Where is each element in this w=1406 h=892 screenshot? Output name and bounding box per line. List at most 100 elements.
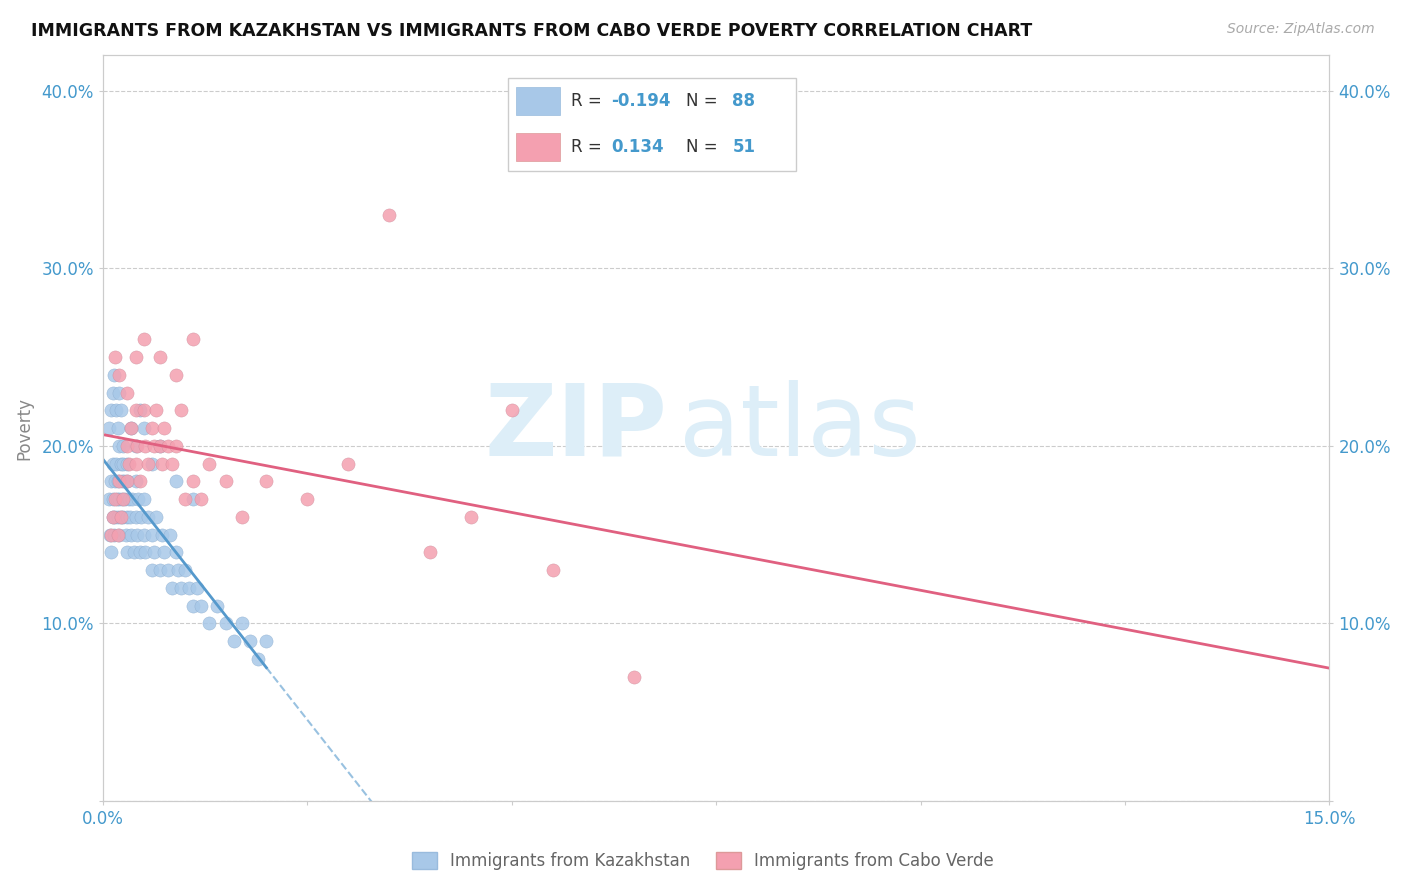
Point xyxy=(162,581,184,595)
Point xyxy=(100,403,122,417)
Point xyxy=(127,527,149,541)
Point xyxy=(254,475,277,489)
Point xyxy=(132,421,155,435)
Point xyxy=(166,545,188,559)
Point xyxy=(108,491,131,506)
Point xyxy=(104,457,127,471)
Point xyxy=(141,563,163,577)
Point xyxy=(129,509,152,524)
Point xyxy=(157,439,180,453)
Point xyxy=(98,527,121,541)
Point xyxy=(121,491,143,506)
Point xyxy=(110,457,132,471)
Point xyxy=(103,527,125,541)
Point xyxy=(114,491,136,506)
Point xyxy=(181,332,204,346)
Point xyxy=(157,563,180,577)
Point xyxy=(207,599,229,613)
Point xyxy=(149,350,172,364)
Point xyxy=(117,509,139,524)
Point xyxy=(134,545,156,559)
Point xyxy=(460,509,482,524)
Point xyxy=(110,509,132,524)
Point xyxy=(101,509,124,524)
Point xyxy=(136,457,159,471)
Point xyxy=(297,491,319,506)
Point xyxy=(107,475,129,489)
Point xyxy=(181,475,204,489)
Point xyxy=(121,421,143,435)
Point xyxy=(169,403,191,417)
Point xyxy=(111,491,134,506)
Point xyxy=(117,545,139,559)
Point xyxy=(132,527,155,541)
Point xyxy=(149,439,172,453)
Point xyxy=(132,403,155,417)
Point xyxy=(153,421,176,435)
Point xyxy=(162,457,184,471)
Point xyxy=(142,439,165,453)
Point xyxy=(108,439,131,453)
Point xyxy=(145,509,167,524)
Text: ZIP: ZIP xyxy=(484,379,666,476)
Point xyxy=(121,421,143,435)
Point xyxy=(107,421,129,435)
Point xyxy=(107,509,129,524)
Point xyxy=(111,475,134,489)
Point xyxy=(166,439,188,453)
Point xyxy=(124,509,146,524)
Point xyxy=(101,509,124,524)
Point xyxy=(127,439,149,453)
Point xyxy=(190,599,212,613)
Point xyxy=(117,385,139,400)
Point xyxy=(173,491,195,506)
Point xyxy=(112,475,135,489)
Point xyxy=(181,491,204,506)
Point xyxy=(186,581,208,595)
Point xyxy=(101,385,124,400)
Point xyxy=(108,385,131,400)
Point xyxy=(141,421,163,435)
Point xyxy=(153,545,176,559)
Point xyxy=(198,457,221,471)
Point xyxy=(231,509,253,524)
Point xyxy=(108,368,131,382)
Point xyxy=(169,581,191,595)
Point xyxy=(198,616,221,631)
Point xyxy=(190,491,212,506)
Text: Source: ZipAtlas.com: Source: ZipAtlas.com xyxy=(1227,22,1375,37)
Point xyxy=(108,475,131,489)
Point xyxy=(117,457,139,471)
Point xyxy=(105,491,128,506)
Point xyxy=(128,545,150,559)
Point xyxy=(145,403,167,417)
Point xyxy=(150,457,173,471)
Point xyxy=(118,491,141,506)
Point xyxy=(112,491,135,506)
Point xyxy=(239,634,262,648)
Point xyxy=(112,509,135,524)
Point xyxy=(141,527,163,541)
Point xyxy=(98,421,121,435)
Point xyxy=(112,457,135,471)
Point xyxy=(501,403,523,417)
Point xyxy=(107,527,129,541)
Point xyxy=(128,403,150,417)
Y-axis label: Poverty: Poverty xyxy=(15,397,32,459)
Legend: Immigrants from Kazakhstan, Immigrants from Cabo Verde: Immigrants from Kazakhstan, Immigrants f… xyxy=(405,845,1001,877)
Point xyxy=(103,491,125,506)
Point xyxy=(173,563,195,577)
Point xyxy=(124,350,146,364)
Point xyxy=(104,475,127,489)
Point xyxy=(254,634,277,648)
Point xyxy=(110,509,132,524)
Point xyxy=(150,527,173,541)
Point xyxy=(149,439,172,453)
Point xyxy=(541,563,564,577)
Point xyxy=(127,491,149,506)
Point xyxy=(118,509,141,524)
Text: atlas: atlas xyxy=(679,379,921,476)
Point xyxy=(124,439,146,453)
Point xyxy=(117,439,139,453)
Point xyxy=(141,457,163,471)
